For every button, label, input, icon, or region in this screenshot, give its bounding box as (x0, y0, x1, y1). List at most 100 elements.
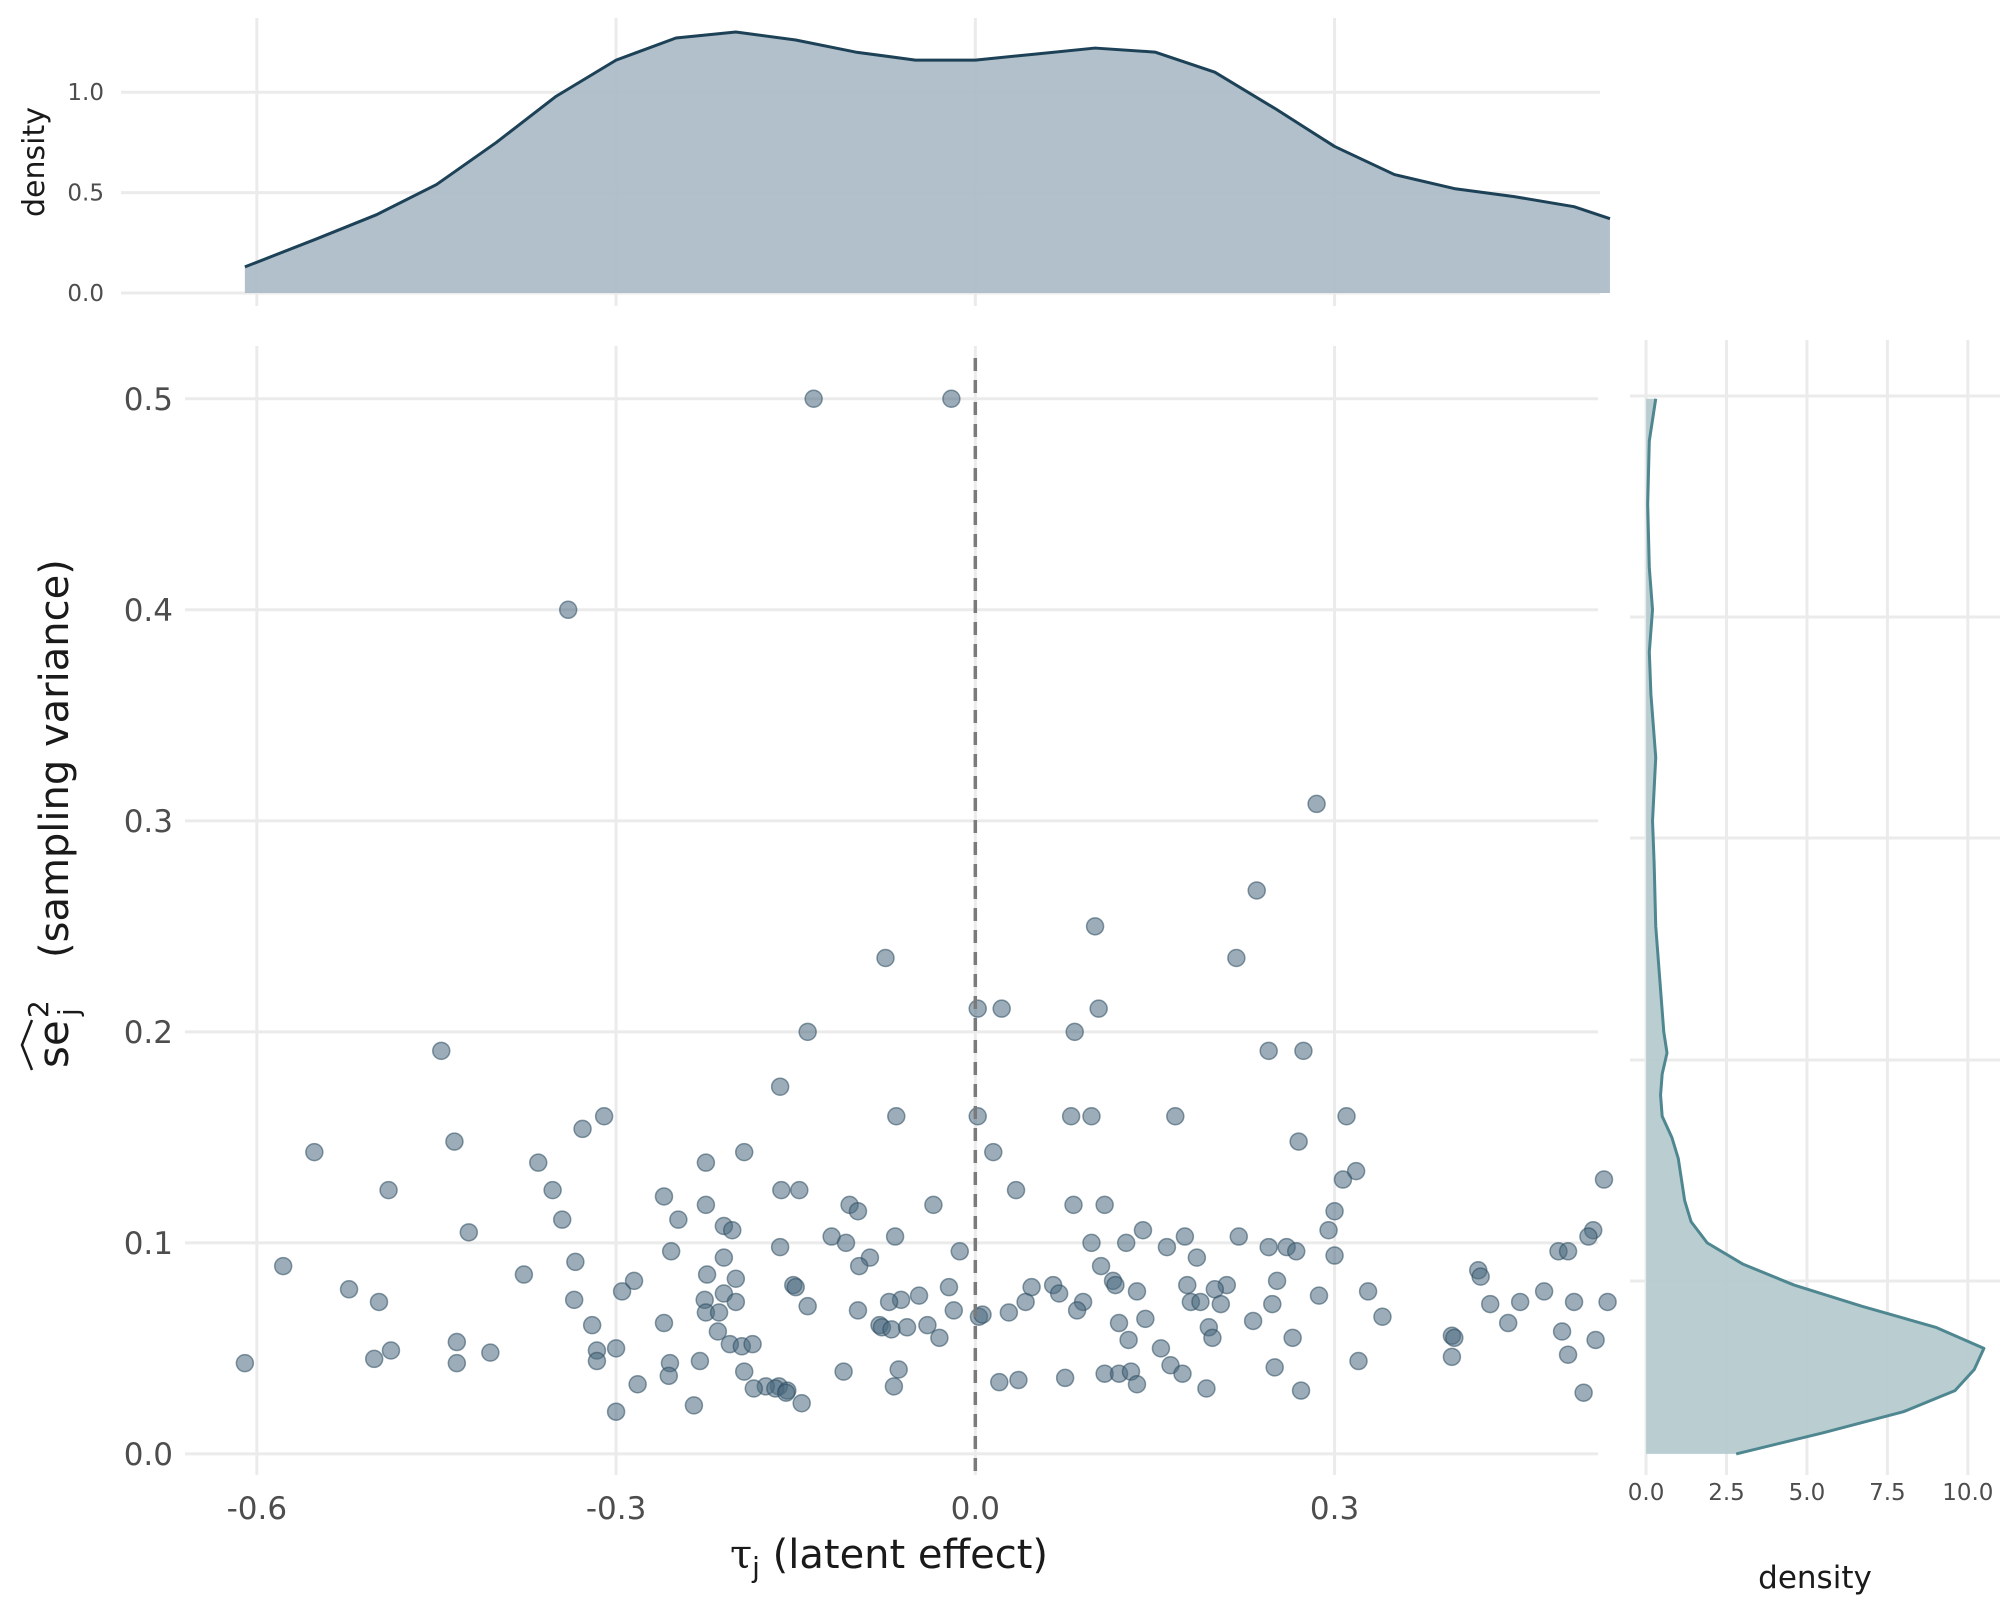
scatter-point (1178, 1275, 1197, 1295)
scatter-point (1265, 1358, 1284, 1377)
scatter-point (514, 1265, 534, 1284)
main-y-tick-label: 0.4 (124, 593, 173, 629)
scatter-point (339, 1280, 359, 1299)
scatter-point (654, 1313, 674, 1333)
scatter-point (848, 1301, 868, 1320)
y-axis-title-symbol: se (29, 1020, 78, 1068)
scatter-point (1127, 1375, 1147, 1394)
scatter-point (950, 1242, 970, 1261)
scatter-point (1127, 1282, 1147, 1301)
scatter-point (772, 1180, 791, 1200)
scatter-point (582, 1315, 602, 1335)
scatter-point (1119, 1330, 1138, 1350)
top-y-tick-label: 0.5 (67, 181, 104, 207)
scatter-point (1203, 1328, 1222, 1348)
scatter-point (1558, 1242, 1578, 1261)
scatter-point (606, 1402, 626, 1421)
scatter-point (1173, 1364, 1192, 1383)
scatter-point (804, 389, 823, 409)
top-density-line (244, 30, 1611, 269)
scatter-point (1263, 1294, 1282, 1314)
scatter-point (1227, 948, 1246, 968)
scatter-point (968, 1107, 987, 1126)
scatter-point (887, 1107, 906, 1126)
scatter-point (364, 1349, 384, 1369)
scatter-point (1289, 1132, 1308, 1151)
scatter-point (1498, 1313, 1518, 1333)
scatter-point (606, 1339, 626, 1358)
scatter-point (564, 1290, 584, 1310)
scatter-point (1082, 1233, 1101, 1253)
scatter-point (1229, 1227, 1249, 1246)
scatter-point (790, 1180, 809, 1200)
scatter-point (990, 1372, 1009, 1392)
main-y-tick-label: 0.5 (124, 382, 173, 418)
scatter-point (573, 1119, 592, 1139)
scatter-point (379, 1180, 398, 1200)
scatter-point (529, 1153, 548, 1172)
main-x-tick-label: -0.6 (227, 1491, 288, 1527)
scatter-point (722, 1220, 742, 1240)
scatter-point (1211, 1294, 1231, 1314)
scatter-point (696, 1195, 716, 1215)
scatter-point (918, 1315, 937, 1335)
scatter-point (1309, 1286, 1329, 1305)
y-axis-title-sup: 2 (22, 1000, 55, 1018)
y-axis-title-text: (sampling variance) (32, 559, 78, 958)
scatter-point (1552, 1322, 1572, 1341)
scatter-point (447, 1353, 467, 1373)
scatter-point (587, 1351, 607, 1371)
y-axis-title: se 2j (sampling variance) (20, 559, 85, 1071)
scatter-point (1358, 1282, 1378, 1301)
scatter-point (1333, 1170, 1353, 1189)
scatter-point (1337, 1107, 1356, 1126)
scatter-point (459, 1223, 479, 1242)
scatter-point (1267, 1271, 1287, 1291)
scatter-point (1006, 1180, 1026, 1200)
scatter-point (1116, 1233, 1136, 1253)
scatter-point (1594, 1170, 1614, 1189)
top-density-panel: 0.0 0.5 1.0 density (17, 18, 1611, 307)
scatter-point (1564, 1292, 1584, 1312)
scatter-point (744, 1379, 764, 1398)
scatter-point (909, 1286, 929, 1305)
scatter-point (1133, 1220, 1153, 1240)
scatter-point (930, 1328, 949, 1348)
scatter-point (669, 1210, 688, 1229)
scatter-point (1109, 1313, 1129, 1333)
scatter-point (1243, 1311, 1263, 1331)
scatter-point (792, 1394, 811, 1413)
scatter-point (1016, 1292, 1035, 1312)
scatter-point (999, 1303, 1019, 1322)
right-density-panel: 0.0 2.5 5.0 7.5 10.0 density (1628, 340, 2000, 1596)
main-y-tick-label: 0.3 (124, 804, 173, 840)
top-density-area (244, 32, 1610, 293)
scatter-point (1175, 1227, 1195, 1246)
right-x-tick-label: 10.0 (1942, 1480, 1993, 1506)
scatter-point (1009, 1370, 1028, 1390)
scatter-point (432, 1041, 451, 1061)
scatter-point (889, 1360, 908, 1379)
scatter-point (836, 1233, 856, 1253)
scatter-point (628, 1375, 647, 1394)
scatter-point (566, 1252, 585, 1272)
scatter-point (879, 1292, 899, 1312)
scatter-point (1286, 1242, 1306, 1261)
scatter-point (770, 1077, 790, 1096)
scatter-point (1064, 1195, 1083, 1215)
scatter-point (1346, 1161, 1366, 1181)
y-axis-title-hat (20, 1019, 34, 1071)
scatter-point (1471, 1267, 1490, 1286)
scatter-point (1325, 1246, 1344, 1265)
scatter-point (1574, 1383, 1593, 1402)
scatter-point (1291, 1381, 1311, 1400)
scatter-point (1294, 1041, 1313, 1061)
scatter-point (992, 999, 1011, 1018)
scatter-point (654, 1187, 674, 1206)
scatter-point (885, 1227, 905, 1246)
scatter-point (1349, 1351, 1368, 1371)
main-x-tick-label: -0.3 (586, 1491, 647, 1527)
top-y-axis-title: density (17, 107, 52, 217)
right-x-tick-label: 5.0 (1789, 1480, 1826, 1506)
